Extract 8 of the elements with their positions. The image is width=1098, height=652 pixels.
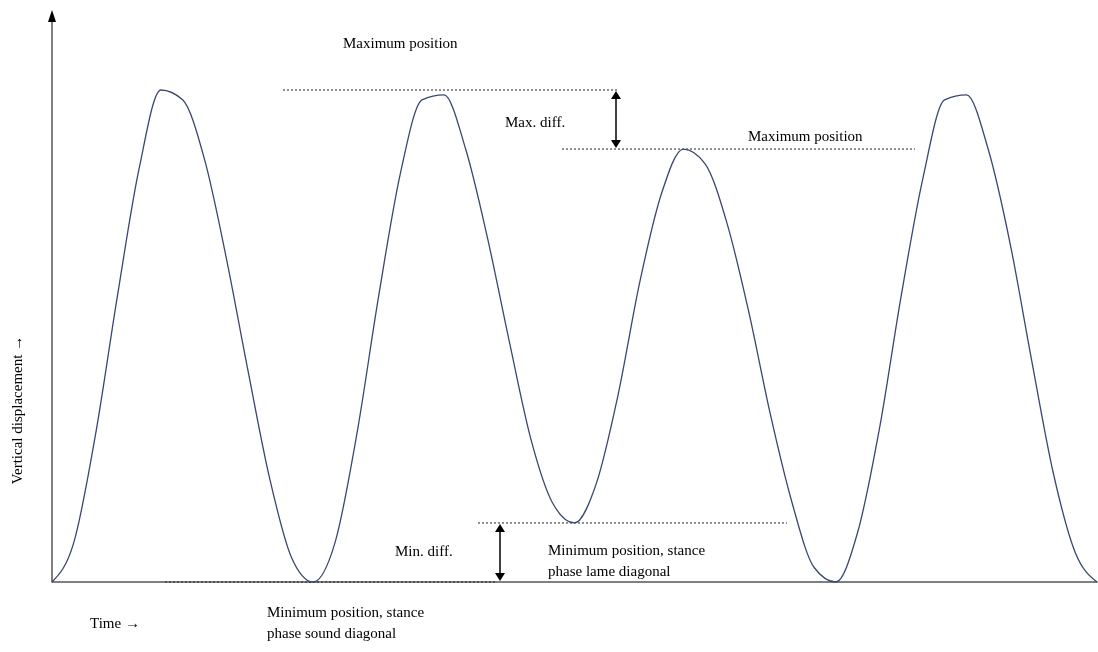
ref-line-label: Maximum position	[343, 35, 459, 51]
x-axis-title: Time →	[90, 615, 140, 631]
ref-line-label: Minimum position, stance phase lame diagonal	[548, 542, 706, 579]
ref-line-label: Minimum position, stance phase sound diagonal	[267, 604, 425, 641]
ref-line-label: Maximum position	[748, 128, 864, 144]
y-axis-title: Vertical displacement →	[9, 335, 25, 485]
annotation: Max. diff.	[505, 114, 566, 130]
annotation: Min. diff.	[395, 543, 453, 559]
